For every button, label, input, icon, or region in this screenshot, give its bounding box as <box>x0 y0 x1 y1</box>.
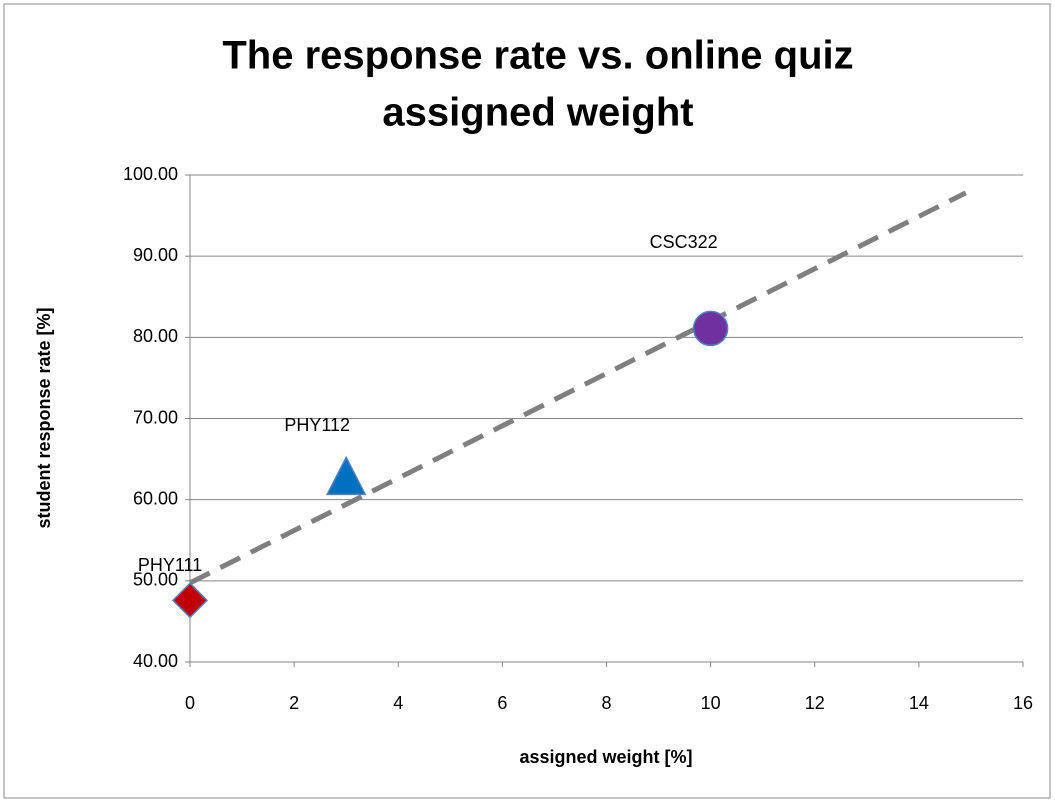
x-tick-label: 4 <box>393 693 403 713</box>
point <box>325 455 367 496</box>
data-label: CSC322 <box>650 232 718 252</box>
x-tick-label: 12 <box>805 693 825 713</box>
x-tick-label: 14 <box>909 693 929 713</box>
x-axis-label: assigned weight [%] <box>519 747 692 767</box>
y-tick-label: 90.00 <box>133 245 178 265</box>
y-tick-label: 70.00 <box>133 407 178 427</box>
point <box>171 582 209 619</box>
point <box>692 310 729 347</box>
chart-title: The response rate vs. online quiz <box>222 34 853 78</box>
x-tick-label: 2 <box>289 693 299 713</box>
y-tick-label: 80.00 <box>133 326 178 346</box>
x-tick-label: 16 <box>1013 693 1033 713</box>
y-tick-label: 40.00 <box>133 651 178 671</box>
x-tick-label: 10 <box>701 693 721 713</box>
x-tick-label: 8 <box>601 693 611 713</box>
data-label: PHY111 <box>138 555 202 575</box>
y-tick-label: 60.00 <box>133 488 178 508</box>
y-tick-label: 50.00 <box>133 570 178 590</box>
chart-title: assigned weight <box>382 91 693 135</box>
x-tick-label: 0 <box>185 693 195 713</box>
x-tick-label: 6 <box>497 693 507 713</box>
y-axis-label: student response rate [%] <box>34 307 54 528</box>
chart-border <box>3 3 1051 799</box>
y-tick-label: 100.00 <box>123 164 178 184</box>
trendline <box>188 190 967 586</box>
data-label: PHY112 <box>284 415 350 435</box>
